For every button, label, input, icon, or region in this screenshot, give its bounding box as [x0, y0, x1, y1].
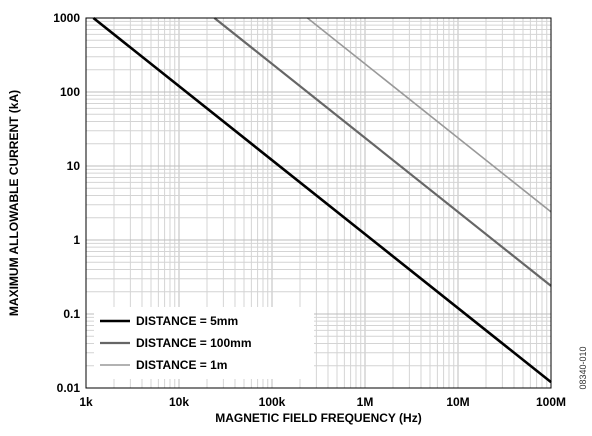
x-axis-label: MAGNETIC FIELD FREQUENCY (Hz): [215, 411, 421, 425]
legend-box: [94, 307, 314, 379]
x-tick-label: 1k: [79, 395, 93, 409]
x-tick-label: 100M: [536, 395, 566, 409]
y-tick-label: 0.01: [57, 381, 81, 395]
x-tick-label: 1M: [357, 395, 374, 409]
series-line-3: [306, 17, 552, 213]
legend-label-3: DISTANCE = 1m: [136, 358, 227, 372]
y-tick-label: 0.1: [63, 307, 80, 321]
grid: [85, 18, 551, 389]
y-tick-label: 100: [60, 85, 80, 99]
x-tick-label: 10M: [446, 395, 469, 409]
x-tick-label: 100k: [259, 395, 286, 409]
y-tick-label: 1000: [53, 11, 80, 25]
y-axis-ticks: 0.01 0.1 1 10 100 1000: [53, 11, 80, 395]
legend: DISTANCE = 5mm DISTANCE = 100mm DISTANCE =…: [94, 307, 314, 379]
legend-label-2: DISTANCE = 100mm: [136, 336, 251, 350]
y-tick-label: 1: [73, 233, 80, 247]
x-tick-label: 10k: [169, 395, 189, 409]
plot-frame: [85, 17, 552, 389]
y-tick-label: 10: [67, 159, 81, 173]
series-line-1: [92, 16, 552, 384]
y-axis-label: MAXIMUM ALLOWABLE CURRENT (kA): [7, 90, 21, 316]
legend-label-1: DISTANCE = 5mm: [136, 314, 238, 328]
figure-code: 08340-010: [578, 346, 588, 389]
series-line-2: [213, 17, 552, 287]
x-axis-ticks: 1k 10k 100k 1M 10M 100M: [79, 395, 566, 409]
series-layer: [92, 16, 552, 384]
